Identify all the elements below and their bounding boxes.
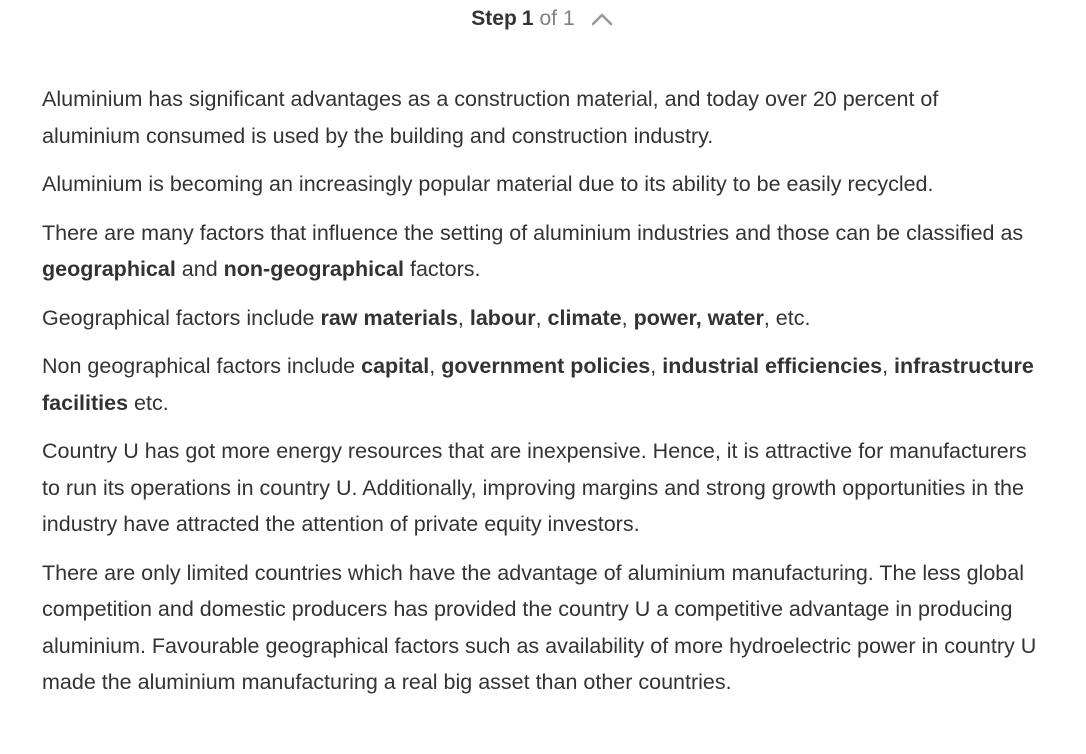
paragraph-construction: Aluminium has significant advantages as … — [42, 87, 939, 148]
solution-content: Aluminium has significant advantages as … — [42, 81, 1042, 713]
chevron-up-icon — [591, 13, 613, 26]
paragraph-country-u-energy: Country U has got more energy resources … — [42, 439, 1027, 536]
term-government-policies: government policies — [441, 354, 651, 378]
term-raw-materials: raw materials — [320, 305, 458, 330]
paragraph-recycling: Aluminium is becoming an increasingly po… — [42, 172, 934, 196]
term-non-geographical: non-geographical — [223, 257, 405, 281]
step-of-label: of — [539, 7, 558, 30]
paragraph-non-geographical-factors: Non geographical factors include capital… — [42, 354, 1034, 415]
step-label: Step — [471, 7, 517, 30]
collapse-button[interactable] — [589, 6, 615, 32]
step-number: 1 — [521, 7, 534, 30]
term-capital: capital — [361, 354, 430, 378]
paragraph-geographical-factors: Geographical factors include raw materia… — [42, 305, 811, 330]
step-header: Step 1 of 1 — [0, 5, 1086, 33]
step-total: 1 — [563, 7, 575, 30]
paragraph-factors: There are many factors that influence th… — [42, 220, 1024, 282]
term-infrastructure-facilities: infrastructure facilities — [42, 354, 1034, 415]
term-labour: labour — [469, 305, 536, 330]
term-power-water: power, water — [633, 305, 764, 330]
term-climate: climate — [547, 305, 622, 330]
term-industrial-efficiencies: industrial efficiencies — [662, 354, 883, 378]
term-geographical: geographical — [42, 257, 176, 281]
paragraph-competitive-advantage: There are only limited countries which h… — [42, 560, 1037, 695]
